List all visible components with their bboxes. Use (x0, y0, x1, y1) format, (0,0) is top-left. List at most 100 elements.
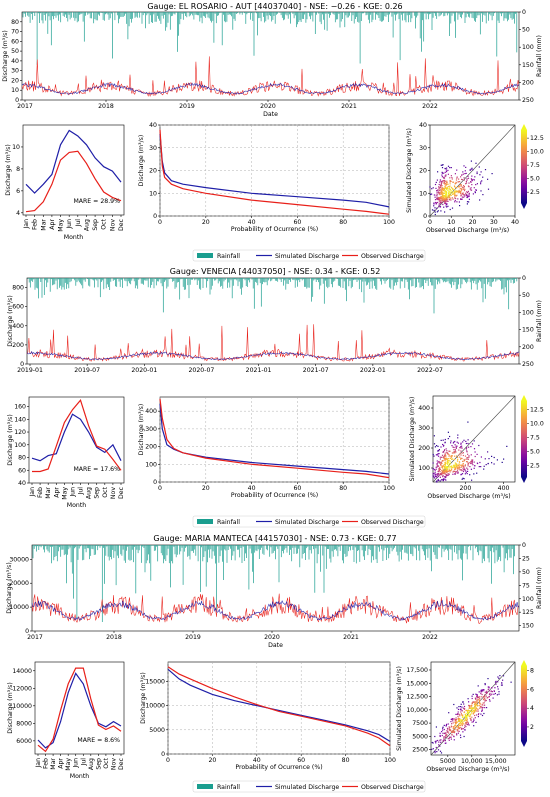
y2-tick-label: 250 (522, 97, 534, 104)
y-tick-label: 6 (16, 188, 20, 195)
month-tick-label: Jul (78, 487, 85, 496)
timeseries-plot: 2017 2018 2019 2020 2021 2022 Date 0 10 20 30 40 50 6… (2, 9, 543, 118)
y-tick-label: 600 (12, 304, 24, 311)
panel-el-rosario: Gauge: EL ROSARIO - AUT [44037040] - NSE… (2, 2, 544, 262)
x-axis-label: Date (263, 111, 278, 118)
y-axis-label: Discharge (m³/s) (7, 682, 14, 734)
simulated-discharge-line (26, 351, 520, 361)
legend-frame (192, 780, 426, 793)
x-tick-label: 2022-01 (360, 367, 386, 374)
month-tick-label: Jul (80, 758, 87, 767)
y-tick-label: 20 (419, 168, 427, 175)
scatter-points (429, 160, 493, 216)
y-tick-label: 2500 (412, 747, 428, 754)
colorbar-tick-label: 2.5 (530, 463, 540, 470)
legend-simulated-label: Simulated Discharge (275, 784, 339, 791)
y-axis-label: Discharge (m³/s) (2, 30, 9, 82)
colorbar-tick-label: 2 (530, 724, 534, 731)
x-tick-label: 60 (293, 219, 301, 226)
x-tick-label: 2021 (341, 103, 357, 110)
y-tick-label: 7500 (412, 720, 428, 727)
panel-maria-manteca: Gauge: MARIA MANTECA [44157030] - NSE: 0… (6, 534, 543, 793)
x-tick-label: 100 (383, 485, 395, 492)
month-tick-label: Jun (66, 219, 73, 230)
month-tick-label: May (65, 758, 72, 771)
x-tick-label: 20 (202, 219, 210, 226)
colorbar-cap-top (521, 395, 527, 401)
y-tick-label: 200 (418, 445, 430, 452)
month-tick-label: Jun (73, 758, 80, 769)
y-tick-label: 60 (11, 38, 19, 45)
plot-frame (22, 124, 125, 216)
x-tick-label: 100 (384, 757, 396, 764)
x-tick-label: 0 (166, 757, 170, 764)
x-tick-label: 20 (202, 485, 210, 492)
x-tick-label: 100 (383, 219, 395, 226)
month-tick-label: Mar (50, 758, 57, 770)
scatter-points (431, 675, 512, 754)
y2-tick-label: 100 (522, 596, 534, 603)
x-tick-label: 2019 (185, 634, 201, 641)
x-tick-label: 2020-07 (188, 367, 214, 374)
x-axis-label: Observed Discharge (m³/s) (426, 766, 509, 773)
y2-tick-label: 150 (522, 62, 534, 69)
y-axis-label: Discharge (m³/s) (140, 672, 147, 724)
colorbar: 2.5 5.0 7.5 10.0 12.5 (521, 124, 544, 209)
observed-fdc-line (167, 666, 391, 747)
y-axis-label: Discharge (m³/s) (7, 414, 14, 466)
x-tick-label: 40 (248, 219, 256, 226)
y-tick-label: 400 (145, 408, 157, 415)
observed-monthly-line (25, 150, 122, 213)
month-tick-label: Sep (92, 219, 99, 231)
timeseries-plot: 2017 2018 2019 2020 2021 2022 Date 0 10000 20000 3… (6, 542, 543, 649)
month-tick-label: Feb (37, 487, 44, 498)
x-tick-label: 10,000 (461, 758, 483, 765)
x-tick-label: 400 (498, 485, 510, 492)
month-tick-label: Jan (23, 219, 30, 230)
observed-fdc-line (159, 129, 390, 215)
y2-tick-label: 25 (522, 555, 530, 562)
y-axis-label: Discharge (m³/s) (138, 404, 145, 456)
y-tick-label: 10 (419, 190, 427, 197)
y-tick-label: 10 (149, 190, 157, 197)
y-tick-label: 10 (12, 144, 20, 151)
y-tick-label: 100 (418, 465, 430, 472)
x-tick-label: 2020 (264, 634, 280, 641)
panel-title: Gauge: VENECIA [44037050] - NSE: 0.34 - … (170, 267, 381, 276)
x-tick-label: 0 (158, 485, 162, 492)
colorbar-tick-label: 10.0 (530, 421, 544, 428)
colorbar-tick-label: 12.5 (530, 406, 544, 413)
y-tick-label: 6000 (16, 738, 32, 745)
x-tick-label: 2021-07 (303, 367, 329, 374)
flow-duration-plot: 0 20 40 60 80 100 0 100 200 300 400 Probability of … (138, 396, 395, 499)
x-tick-label: 15,000 (485, 758, 507, 765)
colorbar: 2.5 5.0 7.5 10.0 12.5 (521, 395, 544, 483)
colorbar-tick-label: 7.5 (530, 162, 540, 169)
mare-annotation: MARE = 17.6% (73, 466, 120, 473)
month-tick-label: Aug (83, 219, 90, 231)
legend-frame (192, 249, 426, 262)
monthly-plot: Jan Feb Mar Apr May Jun Jul Aug Sep Oct Nov Dec Mont… (7, 661, 125, 780)
x-tick-label: 5000 (440, 758, 456, 765)
y2-tick-label: 0 (522, 9, 526, 16)
y-tick-label: 20000 (9, 580, 29, 587)
y-tick-label: 8 (16, 166, 20, 173)
y-tick-label: 400 (12, 323, 24, 330)
mare-annotation: MARE = 28.9% (73, 198, 120, 205)
legend-rainfall-label: Rainfall (217, 253, 240, 260)
month-tick-label: Jan (29, 487, 36, 498)
x-tick-label: 40 (248, 485, 256, 492)
month-tick-label: Jan (35, 758, 42, 769)
legend: Rainfall Simulated Discharge Observed Disc… (192, 780, 426, 793)
colorbar-tick-label: 12.5 (530, 135, 544, 142)
legend-rainfall-swatch (197, 519, 213, 524)
legend-observed-label: Observed Discharge (361, 519, 424, 526)
timeseries-plot: 2019-01 2019-07 2020-01 2020-07 2021-01 2021-… (7, 275, 543, 374)
x-tick-label: 80 (339, 485, 347, 492)
rainfall-bars (22, 12, 518, 65)
month-tick-label: Apr (58, 758, 65, 769)
x-tick-label: 0 (428, 219, 432, 226)
y2-tick-label: 200 (522, 344, 534, 351)
